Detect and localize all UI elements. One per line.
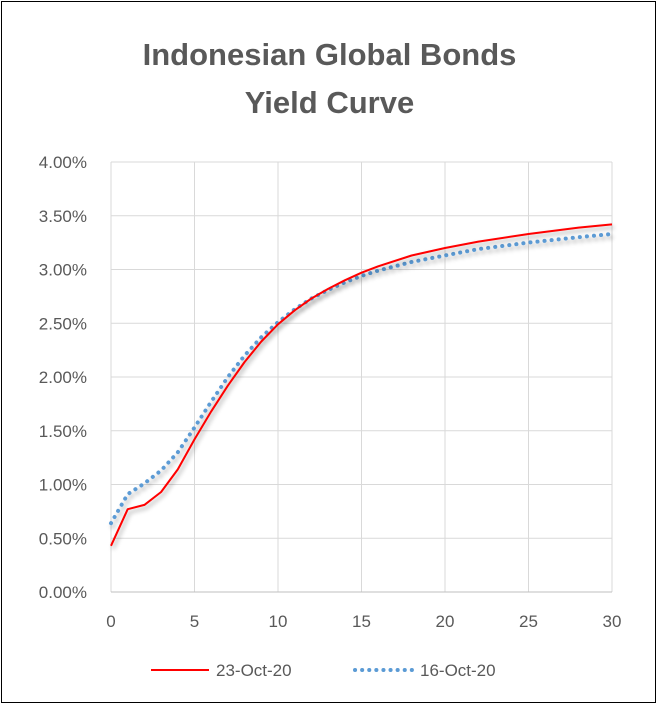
chart-title-line-2: Yield Curve bbox=[244, 85, 415, 120]
y-tick-label: 3.00% bbox=[39, 261, 87, 280]
y-tick-labels: 0.00% 0.50% 1.00% 1.50% 2.00% 2.50% 3.00% 3.50%… bbox=[39, 153, 87, 602]
x-tick-label: 30 bbox=[603, 612, 622, 631]
y-tick-label: 3.50% bbox=[39, 207, 87, 226]
grid-lines bbox=[110, 161, 613, 593]
legend-label: 23-Oct-20 bbox=[216, 661, 292, 680]
legend: 23-Oct-20 16-Oct-20 bbox=[151, 661, 496, 680]
x-tick-labels: 0 5 10 15 20 25 30 bbox=[106, 612, 621, 631]
x-tick-label: 0 bbox=[106, 612, 115, 631]
series-line-23-Oct-20 bbox=[110, 223, 613, 547]
legend-label: 16-Oct-20 bbox=[420, 661, 496, 680]
x-tick-label: 15 bbox=[352, 612, 371, 631]
x-tick-label: 10 bbox=[269, 612, 288, 631]
y-tick-label: 2.50% bbox=[39, 314, 87, 333]
x-tick-label: 20 bbox=[436, 612, 455, 631]
y-tick-label: 2.00% bbox=[39, 368, 87, 387]
y-tick-label: 1.50% bbox=[39, 422, 87, 441]
chart-title-line-1: Indonesian Global Bonds bbox=[142, 37, 517, 72]
y-tick-label: 0.50% bbox=[39, 529, 87, 548]
y-tick-label: 1.00% bbox=[39, 476, 87, 495]
x-tick-label: 25 bbox=[519, 612, 538, 631]
x-tick-label: 5 bbox=[190, 612, 199, 631]
y-tick-label: 4.00% bbox=[39, 153, 87, 172]
series-lines bbox=[109, 223, 614, 547]
y-tick-label: 0.00% bbox=[39, 583, 87, 602]
